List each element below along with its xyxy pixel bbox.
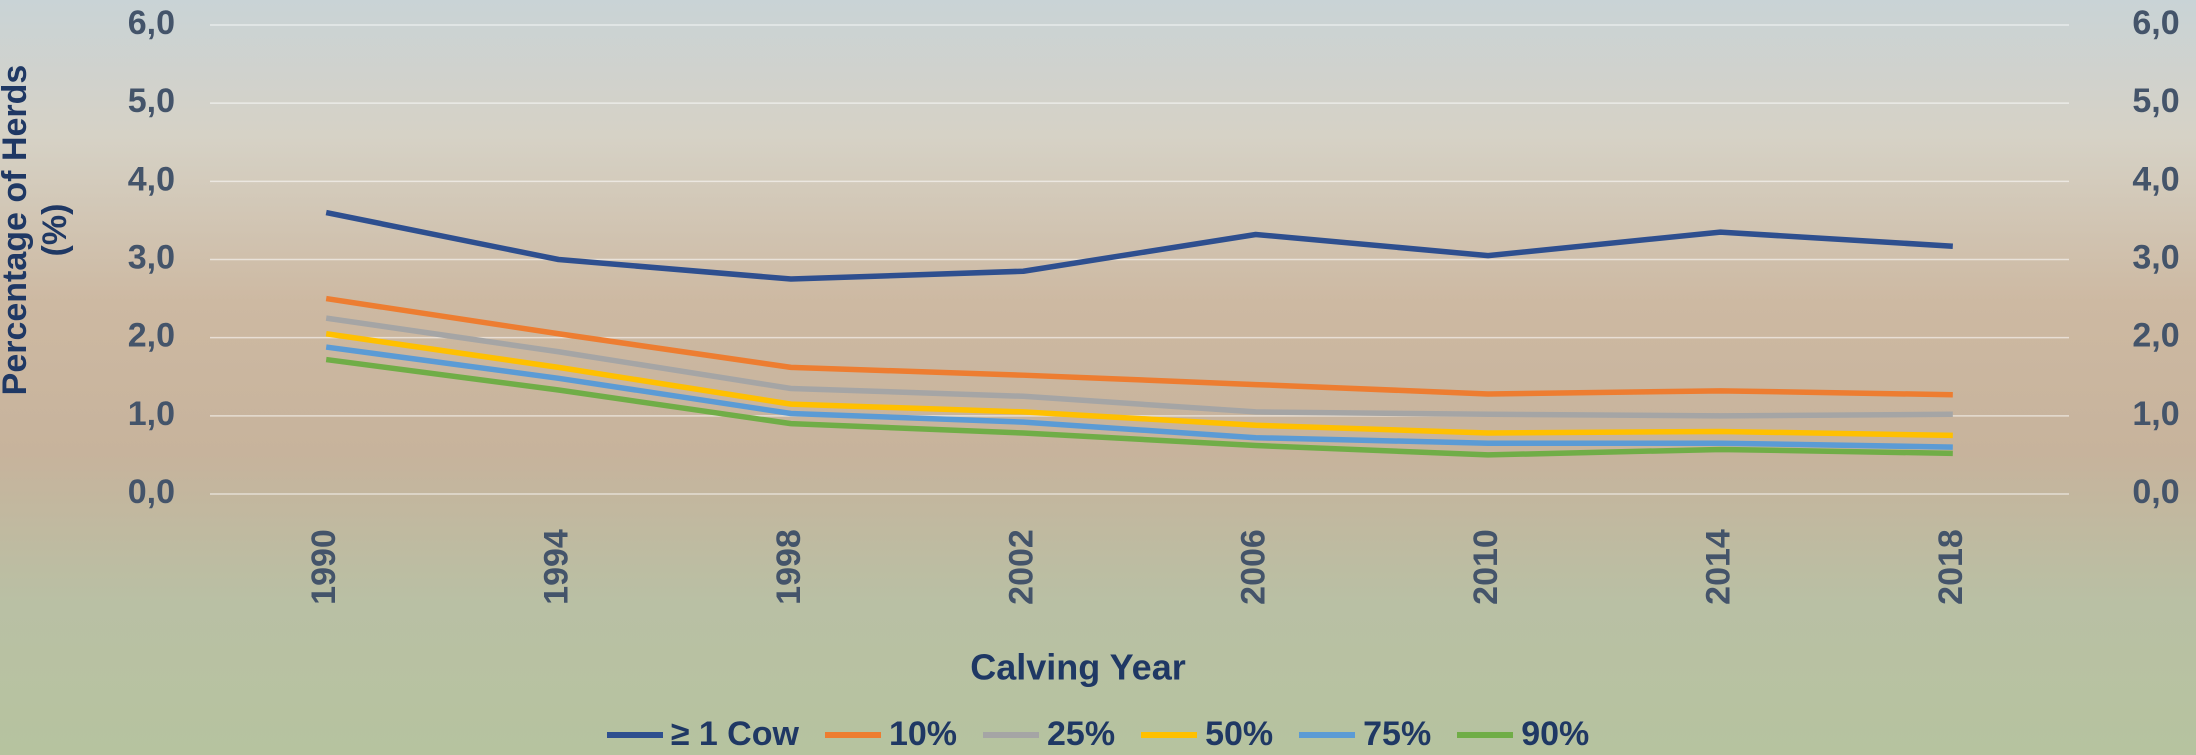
legend-swatch [1457, 731, 1514, 738]
y2-tick-label: 6,0 [2132, 4, 2179, 42]
legend-item: ≥ 1 Cow [606, 715, 799, 754]
y2-tick-label: 1,0 [2132, 395, 2179, 433]
y2-tick-label: 5,0 [2132, 82, 2179, 120]
y-tick-label: 0,0 [128, 473, 175, 511]
legend-label: ≥ 1 Cow [670, 715, 799, 753]
legend-swatch [1141, 731, 1198, 738]
y2-tick-label: 0,0 [2132, 473, 2179, 511]
x-tick-label: 2002 [1002, 529, 1040, 605]
x-tick-label: 2018 [1932, 529, 1970, 605]
y-tick-label: 4,0 [128, 160, 175, 198]
y-tick-label: 1,0 [128, 395, 175, 433]
y-tick-label: 5,0 [128, 82, 175, 120]
series-line [325, 344, 1953, 450]
legend-label: 75% [1363, 715, 1432, 753]
legend-swatch [983, 731, 1040, 738]
y-tick-label: 6,0 [128, 4, 175, 42]
series-line [325, 315, 1953, 419]
legend-item: 25% [983, 715, 1115, 754]
legend-label: 50% [1205, 715, 1274, 753]
y2-tick-label: 4,0 [2132, 160, 2179, 198]
x-tick-label: 2014 [1699, 529, 1737, 605]
legend-item: 10% [824, 715, 958, 754]
x-tick-label: 2006 [1235, 529, 1273, 605]
y2-tick-label: 2,0 [2132, 317, 2179, 355]
series-line [325, 209, 1953, 282]
legend-swatch [606, 731, 663, 738]
series-line [325, 331, 1953, 439]
series-line [325, 295, 1953, 398]
y-axis-title: Percentage of Herds (%) [0, 64, 74, 396]
x-tick-label: 1998 [770, 529, 808, 605]
legend-swatch [824, 731, 881, 738]
legend-label: 10% [888, 715, 958, 753]
legend-swatch [1299, 731, 1356, 738]
series-line [325, 356, 1953, 458]
x-tick-label: 1990 [305, 529, 343, 605]
y-tick-label: 3,0 [128, 238, 175, 276]
x-tick-label: 1994 [538, 529, 576, 605]
x-tick-label: 2010 [1467, 529, 1505, 605]
y2-tick-label: 3,0 [2132, 238, 2179, 276]
legend-label: 25% [1047, 715, 1116, 753]
legend-item: 75% [1299, 715, 1431, 754]
legend-item: 50% [1141, 715, 1273, 754]
legend: ≥ 1 Cow 10% 25% 50% 75% 90% [0, 715, 2196, 754]
x-axis-title: Calving Year [970, 647, 1185, 688]
y-tick-label: 2,0 [128, 317, 175, 355]
legend-label: 90% [1521, 715, 1590, 753]
legend-item: 90% [1457, 715, 1589, 754]
